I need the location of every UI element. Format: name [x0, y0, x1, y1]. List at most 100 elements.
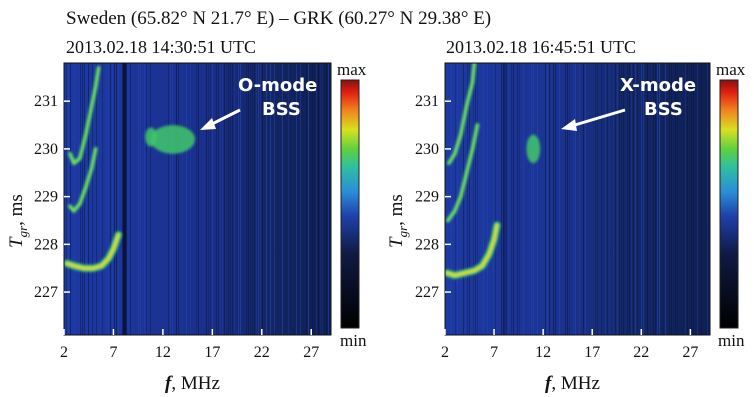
y-tick-label: 231	[415, 93, 439, 110]
noise-stripe	[96, 63, 97, 335]
noise-stripe	[138, 63, 139, 335]
noise-stripe	[701, 63, 702, 335]
noise-stripe	[114, 63, 115, 335]
right-annotation-line1: X-mode	[620, 75, 696, 96]
noise-stripe	[707, 63, 708, 335]
noise-stripe	[176, 63, 177, 335]
noise-stripe	[312, 63, 313, 335]
noise-stripe	[619, 63, 620, 335]
noise-stripe	[86, 63, 87, 335]
noise-stripe	[248, 63, 249, 335]
right-colorbar-max: max	[716, 60, 746, 79]
noise-stripe	[222, 63, 223, 335]
noise-stripe	[118, 63, 119, 335]
y-tick-label: 228	[34, 236, 58, 253]
x-tick-label: 12	[155, 344, 171, 361]
noise-stripe	[226, 63, 227, 335]
noise-stripe	[116, 63, 117, 335]
noise-stripe	[150, 63, 151, 335]
noise-stripe	[575, 63, 576, 335]
noise-stripe	[224, 63, 225, 335]
noise-stripe	[613, 63, 614, 335]
right-ylabel: Tgr, ms	[386, 194, 410, 248]
noise-stripe	[629, 63, 630, 335]
noise-stripe	[579, 63, 580, 335]
noise-stripe	[326, 63, 327, 335]
noise-stripe	[553, 63, 554, 335]
x-tick-label: 2	[441, 344, 449, 361]
noise-stripe	[254, 63, 255, 335]
y-tick-label: 227	[415, 284, 439, 301]
noise-stripe	[108, 63, 109, 335]
noise-stripe	[252, 63, 253, 335]
noise-stripe	[170, 63, 171, 335]
noise-stripe	[70, 63, 71, 335]
noise-stripe	[609, 63, 610, 335]
noise-stripe	[567, 63, 568, 335]
noise-stripe	[463, 63, 464, 335]
noise-stripe	[128, 63, 129, 335]
noise-stripe	[545, 63, 546, 335]
noise-stripe	[637, 63, 638, 335]
noise-stripe	[693, 63, 694, 335]
noise-stripe	[322, 63, 323, 335]
noise-stripe	[168, 63, 169, 335]
noise-stripe	[537, 63, 538, 335]
noise-stripe	[633, 63, 634, 335]
left-colorbar-gradient	[341, 80, 359, 328]
noise-stripe	[240, 63, 241, 335]
noise-stripe	[501, 63, 502, 335]
noise-stripe	[621, 63, 622, 335]
right-annotation-line2: BSS	[644, 99, 683, 120]
noise-stripe	[483, 63, 484, 335]
left-colorbar: max min	[337, 60, 367, 350]
noise-stripe	[146, 63, 147, 335]
right-colorbar-gradient	[720, 80, 738, 328]
noise-stripe	[517, 63, 518, 335]
noise-stripe	[523, 63, 524, 335]
x-tick-label: 27	[682, 344, 698, 361]
noise-stripe	[190, 63, 191, 335]
noise-stripe	[172, 63, 173, 335]
left-annotation-line1: O-mode	[238, 75, 317, 96]
bss-patch	[526, 135, 540, 164]
left-ylabel: Tgr, ms	[6, 194, 30, 248]
bss-patch	[145, 128, 157, 147]
left-colorbar-min: min	[340, 331, 367, 350]
noise-stripe	[627, 63, 628, 335]
noise-stripe	[208, 63, 209, 335]
noise-stripe	[112, 63, 113, 335]
noise-stripe	[519, 63, 520, 335]
noise-stripe	[569, 63, 570, 335]
noise-stripe	[691, 63, 692, 335]
noise-stripe	[549, 63, 550, 335]
noise-stripe	[206, 63, 207, 335]
noise-stripe	[547, 63, 548, 335]
y-tick-label: 227	[34, 284, 58, 301]
noise-stripe	[238, 63, 239, 335]
y-tick-label: 230	[34, 141, 58, 158]
noise-stripe	[565, 63, 566, 335]
noise-stripe	[455, 63, 456, 335]
left-xlabel: f, MHz	[165, 373, 220, 394]
noise-stripe	[212, 63, 213, 335]
noise-stripe	[216, 63, 217, 335]
x-tick-label: 17	[204, 344, 220, 361]
noise-stripe	[320, 63, 321, 335]
noise-stripe	[635, 63, 636, 335]
noise-stripe	[88, 63, 89, 335]
noise-stripe	[68, 63, 69, 335]
x-tick-label: 27	[303, 344, 319, 361]
noise-stripe	[559, 63, 560, 335]
noise-stripe	[583, 63, 584, 335]
noise-stripe	[477, 63, 478, 335]
noise-stripe	[246, 63, 247, 335]
noise-stripe	[601, 63, 602, 335]
noise-stripe	[140, 63, 141, 335]
noise-stripe	[106, 63, 107, 335]
x-tick-label: 2	[60, 344, 68, 361]
noise-stripe	[623, 63, 624, 335]
noise-stripe	[102, 63, 103, 335]
